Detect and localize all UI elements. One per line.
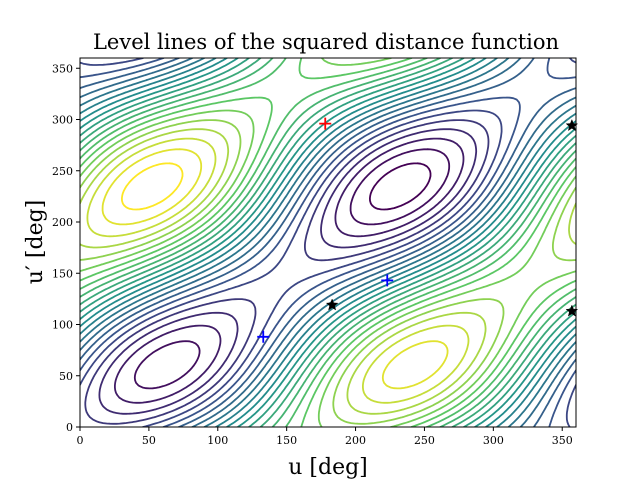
y-tick-label: 100	[52, 319, 73, 332]
contour-level	[80, 128, 576, 415]
contour-level	[114, 137, 465, 404]
y-tick-label: 300	[52, 114, 73, 127]
contour-level	[80, 58, 576, 427]
contour-level	[86, 137, 470, 404]
y-axis-label: u′ [deg]	[23, 200, 48, 285]
x-tick-label: 100	[207, 434, 228, 447]
x-tick-label: 250	[414, 434, 435, 447]
star-marker	[565, 118, 579, 132]
contour-level	[80, 58, 576, 427]
x-tick-label: 0	[77, 434, 84, 447]
x-tick-label: 300	[483, 434, 504, 447]
contour-level	[80, 58, 576, 427]
x-tick-label: 350	[552, 434, 573, 447]
contour-level	[80, 58, 576, 427]
cross-marker	[257, 330, 270, 343]
y-tick-label: 150	[52, 267, 73, 280]
contour-level	[369, 162, 432, 211]
y-tick-label: 200	[52, 216, 73, 229]
contour-level	[80, 119, 576, 425]
contour-level	[98, 128, 478, 415]
contour-level	[80, 58, 576, 427]
plot-frame	[79, 57, 577, 428]
contour-level	[101, 148, 449, 390]
y-axis: 0 50 100 150 200 250 300 350	[52, 62, 80, 434]
markers	[257, 117, 579, 343]
x-axis: 0 50 100 150 200 250 300 350	[77, 427, 573, 447]
contour-level	[80, 58, 576, 427]
contour-level	[121, 162, 184, 211]
y-tick-label: 0	[66, 421, 73, 434]
chart-title: Level lines of the squared distance func…	[93, 30, 559, 54]
x-tick-label: 150	[276, 434, 297, 447]
contour-lines	[80, 58, 576, 427]
x-axis-label: u [deg]	[288, 455, 368, 480]
contour-level	[80, 58, 576, 427]
y-tick-label: 50	[59, 370, 73, 383]
y-tick-label: 350	[52, 62, 73, 75]
cross-marker	[381, 274, 394, 287]
star-marker	[565, 304, 579, 317]
x-tick-label: 200	[345, 434, 366, 447]
contour-level	[133, 148, 451, 390]
y-tick-label: 250	[52, 165, 73, 178]
cross-marker	[319, 117, 332, 130]
star-marker	[325, 298, 339, 311]
x-tick-label: 50	[142, 434, 156, 447]
contour-level	[84, 119, 490, 425]
